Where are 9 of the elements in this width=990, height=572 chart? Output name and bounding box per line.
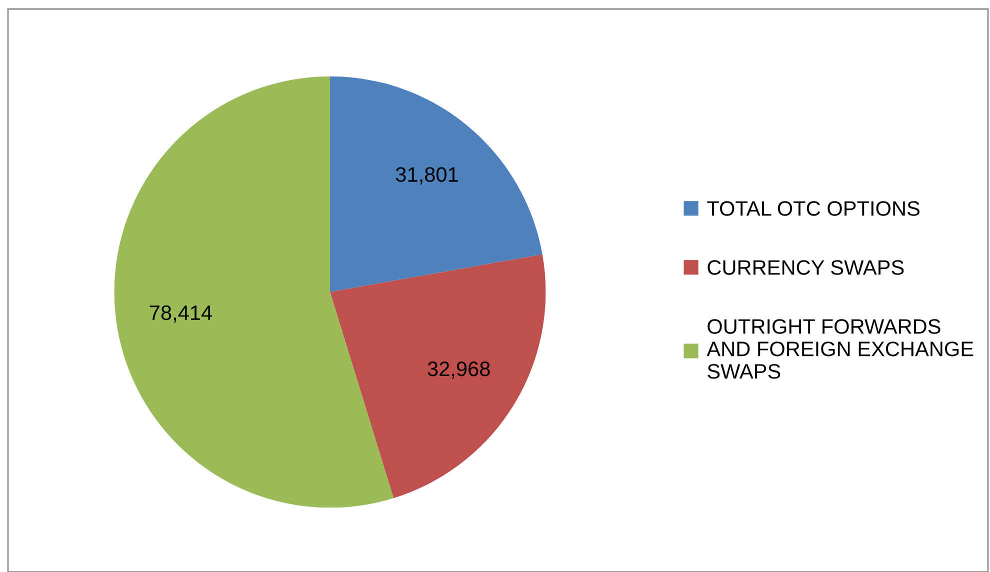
pie-slice: [330, 254, 546, 498]
legend-label: OUTRIGHT FORWARDS AND FOREIGN EXCHANGE SWAPS: [706, 319, 974, 379]
pie-slice: [330, 76, 542, 292]
legend-label: CURRENCY SWAPS: [708, 260, 904, 275]
data-label: 32,968: [428, 362, 490, 379]
legend-label: TOTAL OTC OPTIONS: [707, 201, 920, 216]
pie-slice: [114, 76, 394, 508]
data-label: 78,414: [150, 305, 212, 323]
data-label: 31,801: [396, 167, 458, 184]
